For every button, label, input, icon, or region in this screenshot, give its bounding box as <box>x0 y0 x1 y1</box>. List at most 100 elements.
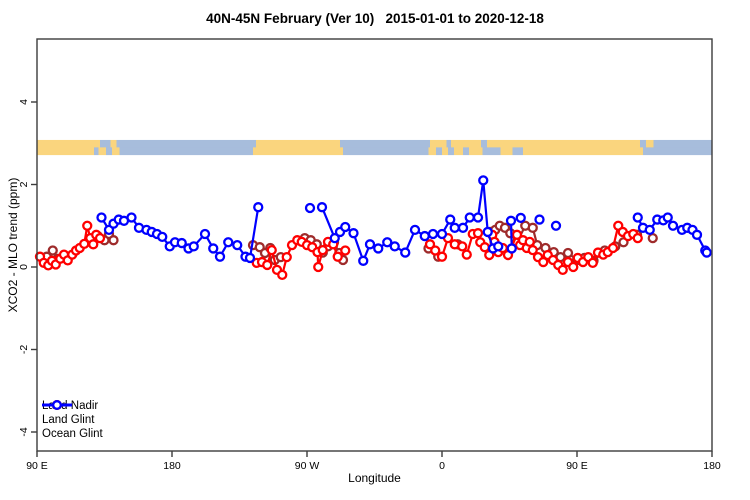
map-band-segment-land <box>451 139 481 148</box>
map-band-segment-ocean <box>448 147 454 156</box>
data-point <box>457 222 469 233</box>
data-point <box>691 229 703 240</box>
series-line <box>100 207 260 260</box>
data-point <box>534 214 545 225</box>
map-band-segment-land <box>428 147 436 156</box>
data-point <box>348 228 359 239</box>
x-tick-label: 180 <box>703 460 721 472</box>
data-point <box>389 241 400 252</box>
data-point <box>493 241 504 252</box>
map-band-segment-ocean <box>640 139 646 148</box>
data-point <box>214 251 226 262</box>
legend-item-ocean-glint: Ocean Glint <box>42 400 103 441</box>
data-point <box>457 241 468 252</box>
chart-title: 40N-45N February (Ver 10) 2015-01-01 to … <box>206 11 544 26</box>
map-band-segment-land <box>256 139 340 148</box>
data-point <box>82 220 93 231</box>
map-band-segment-ocean <box>463 147 469 156</box>
map-band-segment-land <box>500 147 513 156</box>
data-point <box>607 242 619 254</box>
data-point <box>557 264 568 276</box>
data-point <box>266 244 277 256</box>
data-point <box>445 214 456 225</box>
data-point <box>647 232 658 244</box>
data-point <box>208 243 219 254</box>
map-band-segment-land <box>112 147 120 156</box>
data-point <box>176 237 187 249</box>
data-point <box>538 256 549 268</box>
y-tick-label: -4 <box>18 427 30 436</box>
legend-label: Ocean Glint <box>42 428 103 440</box>
data-point <box>340 221 351 233</box>
data-point <box>506 243 517 254</box>
data-point <box>524 236 535 247</box>
data-point <box>409 224 421 236</box>
map-band-segment-ocean <box>100 139 111 148</box>
map-band-segment-ocean <box>94 147 99 156</box>
map-band-segment-ocean <box>116 139 256 148</box>
map-band-segment-land <box>110 139 117 148</box>
data-point <box>88 239 99 250</box>
data-point <box>400 247 411 258</box>
x-axis-label: Longitude <box>348 471 401 485</box>
map-band-segment-ocean <box>482 147 501 156</box>
legend-marker-icon <box>42 400 72 410</box>
data-point <box>244 252 256 264</box>
data-point <box>461 249 472 260</box>
data-point <box>281 251 292 263</box>
plot-frame <box>36 38 713 452</box>
data-point <box>382 237 393 248</box>
legend-item-land-glint: Land Glint <box>42 400 103 427</box>
x-tick-label: 90 W <box>295 460 320 472</box>
data-point <box>701 247 712 258</box>
data-point <box>304 202 316 214</box>
y-tick-label: 2 <box>18 181 30 187</box>
data-point <box>632 212 643 223</box>
data-point <box>427 228 439 240</box>
data-point <box>340 245 351 256</box>
data-point <box>253 202 264 213</box>
map-band-segment-land <box>37 139 100 148</box>
y-tick-label: 4 <box>18 99 30 105</box>
data-point <box>449 222 460 233</box>
data-point <box>358 255 369 266</box>
map-band-segment-land <box>253 147 343 156</box>
data-point <box>505 215 517 226</box>
series-ocean-glint <box>96 175 712 266</box>
data-point <box>313 261 324 273</box>
data-point <box>568 261 579 273</box>
data-point <box>262 259 273 271</box>
data-point <box>662 212 673 223</box>
data-point <box>587 257 598 269</box>
legend-label: Land Glint <box>42 414 95 426</box>
data-point <box>223 237 234 248</box>
map-band-segment-ocean <box>446 139 451 148</box>
map-band-segment-ocean <box>481 139 487 148</box>
data-point <box>472 212 484 223</box>
map-band-segment-ocean <box>512 147 523 156</box>
data-point <box>511 229 523 240</box>
data-point <box>527 244 538 256</box>
data-point <box>644 224 655 236</box>
y-tick-label: 0 <box>18 264 30 270</box>
data-point <box>419 230 430 242</box>
data-point <box>515 212 526 224</box>
map-band-segment-ocean <box>119 147 253 156</box>
map-band-segment-ocean <box>436 147 442 156</box>
map-band-segment-ocean <box>653 139 712 148</box>
map-band-segment-ocean <box>343 147 429 156</box>
data-point <box>550 220 562 231</box>
data-point <box>482 226 493 238</box>
data-point <box>373 243 384 254</box>
map-band-segment-land <box>646 139 654 148</box>
data-point <box>96 212 107 223</box>
x-tick-label: 0 <box>439 460 445 472</box>
map-band-segment-ocean <box>106 147 112 156</box>
data-point <box>232 239 243 251</box>
data-point <box>108 235 119 246</box>
data-point <box>157 231 168 243</box>
data-point <box>479 242 490 253</box>
